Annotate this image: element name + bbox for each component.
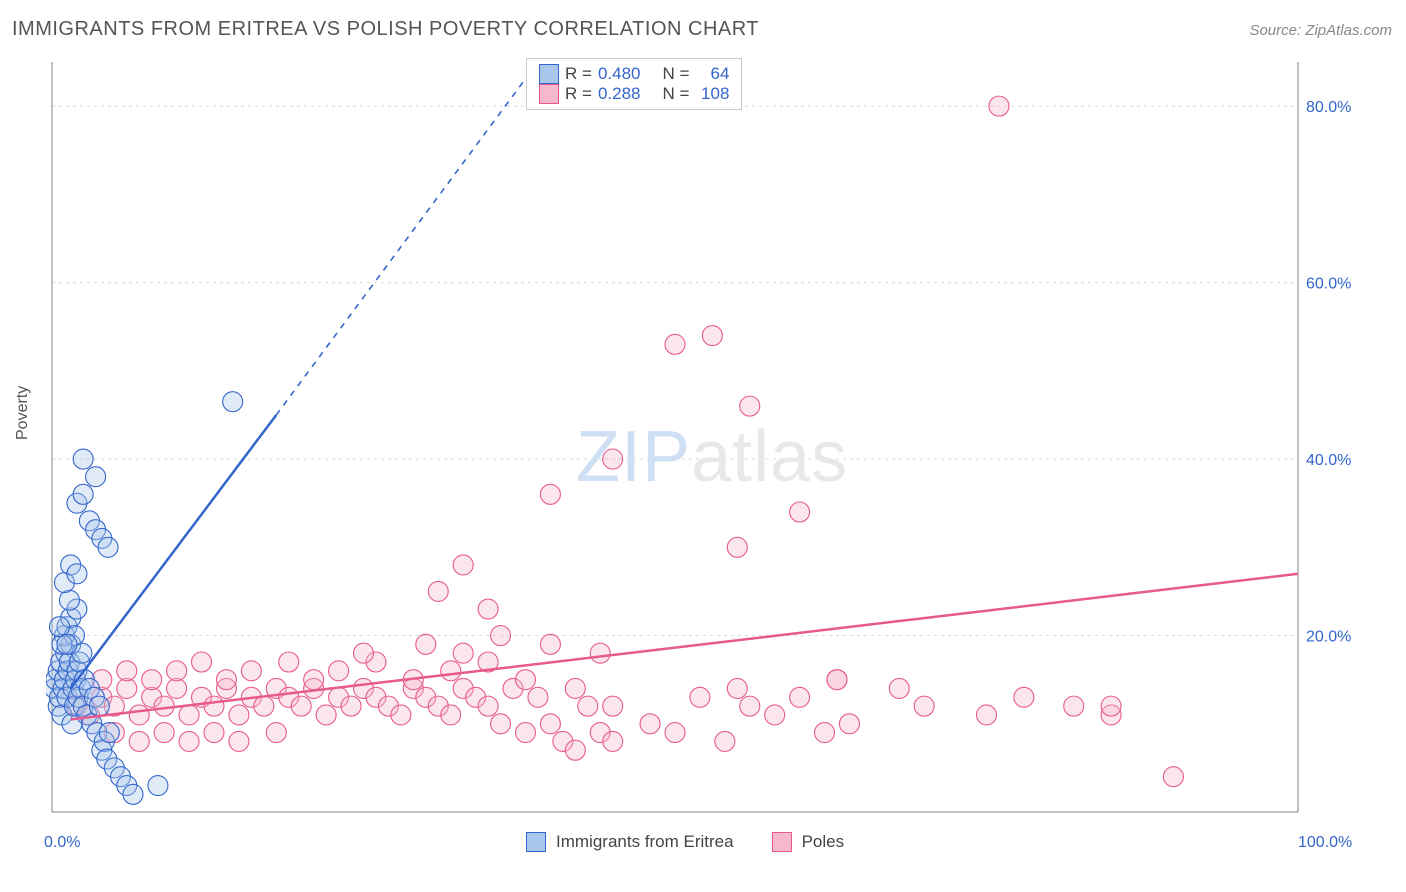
y-tick-label: 80.0% — [1306, 99, 1351, 116]
r-value-blue: 0.480 — [598, 64, 641, 84]
chart-title: IMMIGRANTS FROM ERITREA VS POLISH POVERT… — [12, 18, 759, 41]
legend-swatch-blue — [539, 64, 559, 84]
legend-swatch-pink — [539, 84, 559, 104]
n-label: N = — [662, 84, 689, 104]
legend-series: Immigrants from Eritrea Poles — [526, 832, 844, 852]
legend-stats-row-blue: R = 0.480 N = 64 — [539, 64, 729, 84]
n-label: N = — [662, 64, 689, 84]
legend-label-poles: Poles — [802, 832, 845, 852]
source-attribution: Source: ZipAtlas.com — [1249, 22, 1392, 39]
y-tick-label: 20.0% — [1306, 629, 1351, 646]
legend-label-eritrea: Immigrants from Eritrea — [556, 832, 734, 852]
n-value-blue: 64 — [695, 64, 729, 84]
n-value-pink: 108 — [695, 84, 729, 104]
legend-swatch-blue — [526, 832, 546, 852]
chart-svg: 20.0% 40.0% 60.0% 80.0% — [46, 56, 1354, 826]
legend-stats: R = 0.480 N = 64 R = 0.288 N = 108 — [526, 58, 742, 110]
r-value-pink: 0.288 — [598, 84, 641, 104]
r-label: R = — [565, 84, 592, 104]
scatter-chart: 20.0%40.0%60.0%80.0% ZIPatlas R = 0.480 … — [46, 56, 1354, 826]
y-tick-label: 40.0% — [1306, 452, 1351, 469]
y-tick-label: 60.0% — [1306, 276, 1351, 293]
legend-swatch-pink — [772, 832, 792, 852]
r-label: R = — [565, 64, 592, 84]
x-tick-max: 100.0% — [1298, 834, 1352, 852]
y-axis-label: Poverty — [14, 386, 32, 440]
legend-stats-row-pink: R = 0.288 N = 108 — [539, 84, 729, 104]
x-tick-min: 0.0% — [44, 834, 80, 852]
